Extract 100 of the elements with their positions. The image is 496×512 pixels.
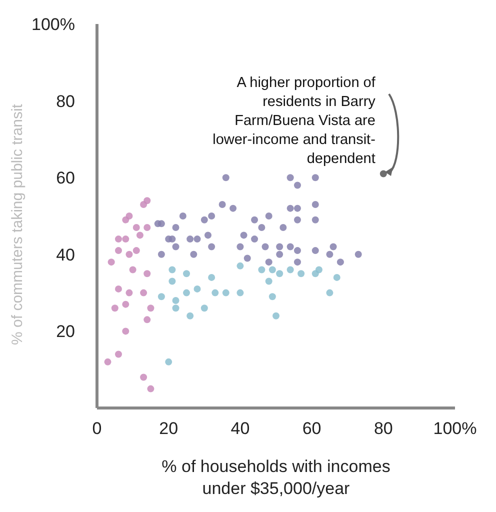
x-tick-label: 60 bbox=[302, 419, 322, 438]
point bbox=[286, 204, 294, 212]
point bbox=[222, 174, 230, 182]
point bbox=[236, 243, 244, 250]
point bbox=[114, 285, 122, 292]
point bbox=[312, 247, 319, 254]
point bbox=[204, 232, 212, 239]
point bbox=[132, 247, 140, 254]
y-axis-title: % of commuters taking public transit bbox=[9, 104, 26, 345]
point bbox=[168, 266, 176, 274]
point bbox=[208, 274, 216, 281]
point bbox=[222, 289, 230, 296]
point bbox=[312, 270, 319, 278]
x-axis-title: % of households with incomes under $35,000/year bbox=[160, 456, 392, 500]
point bbox=[258, 224, 266, 232]
point bbox=[147, 385, 154, 392]
x-tick-label: 0 bbox=[92, 419, 102, 438]
point bbox=[298, 270, 305, 278]
point bbox=[268, 266, 276, 274]
point bbox=[208, 243, 216, 250]
point bbox=[136, 232, 144, 239]
point bbox=[236, 289, 244, 296]
point bbox=[312, 216, 319, 224]
point bbox=[190, 250, 198, 258]
point bbox=[251, 216, 258, 224]
x-tick-label: 40 bbox=[230, 419, 250, 438]
point bbox=[158, 220, 165, 228]
point bbox=[172, 296, 180, 304]
y-tick-label: 60 bbox=[56, 168, 75, 188]
point bbox=[172, 304, 180, 312]
point bbox=[147, 304, 154, 312]
point bbox=[230, 204, 237, 212]
point bbox=[276, 270, 284, 278]
point bbox=[114, 247, 122, 254]
point bbox=[144, 270, 151, 278]
point bbox=[200, 216, 208, 224]
point bbox=[122, 300, 130, 308]
point bbox=[240, 232, 248, 239]
x-tick-label: 100% bbox=[433, 419, 477, 438]
point bbox=[280, 224, 287, 232]
point bbox=[129, 266, 136, 274]
point bbox=[294, 204, 301, 212]
point bbox=[200, 304, 208, 312]
point bbox=[183, 289, 190, 296]
point bbox=[132, 224, 140, 232]
point bbox=[354, 250, 362, 258]
point bbox=[165, 358, 172, 366]
x-tick-label: 20 bbox=[159, 419, 178, 438]
point bbox=[183, 270, 190, 278]
point bbox=[326, 250, 334, 258]
y-tick-label: 100% bbox=[32, 15, 75, 34]
point bbox=[265, 278, 272, 285]
point bbox=[272, 312, 280, 320]
point bbox=[126, 289, 133, 296]
point bbox=[158, 293, 165, 300]
point bbox=[294, 258, 301, 266]
y-tick-label: 40 bbox=[56, 245, 75, 264]
point bbox=[111, 304, 118, 312]
point bbox=[208, 212, 216, 220]
point bbox=[122, 216, 130, 224]
x-tick-label: 80 bbox=[374, 419, 393, 438]
point bbox=[194, 236, 201, 243]
point bbox=[294, 247, 301, 254]
point bbox=[262, 243, 269, 250]
point bbox=[251, 236, 258, 243]
y-tick-label: 20 bbox=[56, 322, 75, 342]
point bbox=[144, 316, 151, 324]
point bbox=[244, 254, 251, 262]
point bbox=[186, 312, 194, 320]
point bbox=[312, 200, 319, 208]
point bbox=[276, 243, 284, 250]
point bbox=[333, 274, 340, 281]
point bbox=[168, 236, 176, 243]
point bbox=[276, 250, 284, 258]
point bbox=[108, 258, 115, 266]
point bbox=[236, 262, 244, 270]
point bbox=[286, 174, 294, 182]
point bbox=[268, 293, 276, 300]
point bbox=[286, 243, 294, 250]
point bbox=[294, 216, 301, 224]
point bbox=[158, 250, 165, 258]
point bbox=[122, 328, 130, 335]
point bbox=[326, 289, 334, 296]
point bbox=[194, 285, 201, 292]
point bbox=[168, 278, 176, 285]
annotation: A higher proportion of residents in Barry Farm/Buena Vista are lower-income and transit-dependent bbox=[212, 74, 376, 169]
point bbox=[114, 350, 122, 358]
point bbox=[212, 289, 219, 296]
point bbox=[380, 170, 387, 178]
point bbox=[265, 258, 272, 266]
point bbox=[294, 182, 301, 189]
point bbox=[126, 250, 133, 258]
point bbox=[186, 236, 194, 243]
point bbox=[144, 224, 151, 232]
point bbox=[104, 358, 112, 366]
point bbox=[122, 236, 130, 243]
point bbox=[218, 200, 226, 208]
point bbox=[336, 258, 344, 266]
point bbox=[114, 236, 122, 243]
point bbox=[140, 200, 148, 208]
